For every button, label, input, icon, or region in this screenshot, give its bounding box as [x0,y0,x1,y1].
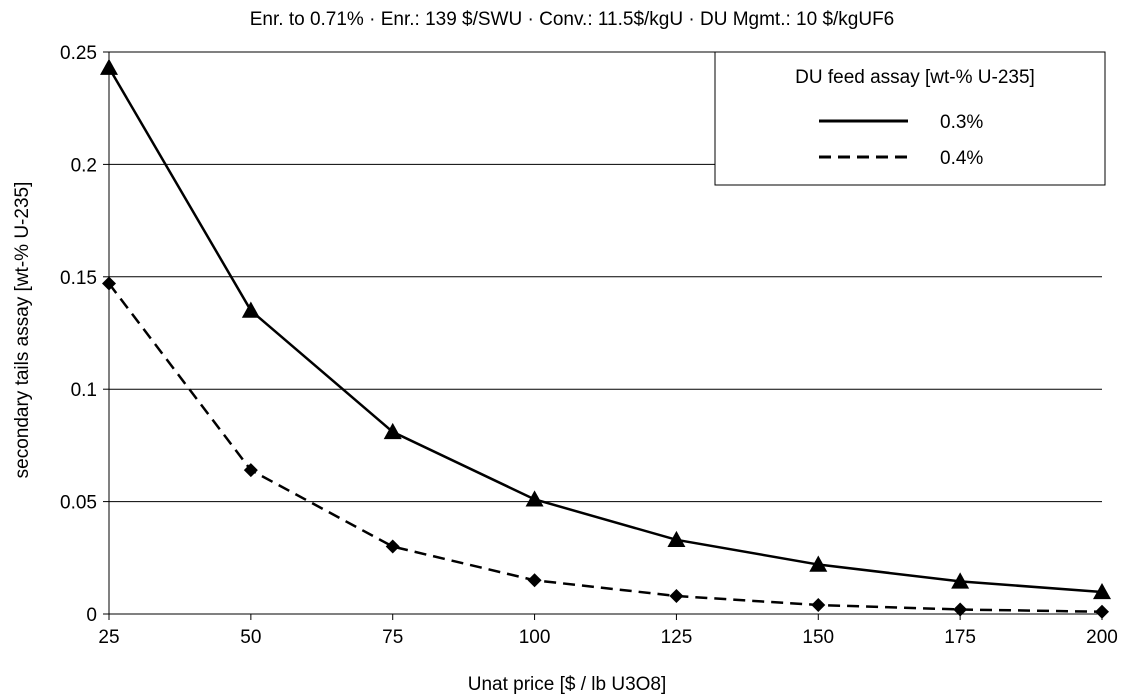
legend: DU feed assay [wt-% U-235] 0.3% 0.4% [714,51,1106,186]
series-1 [100,58,1111,600]
data-point [527,573,542,588]
x-tick-label: 200 [1086,627,1118,648]
x-tick-label: 175 [944,627,976,648]
data-point [241,301,260,318]
legend-item-1: 0.3% [819,112,983,133]
y-tick-label: 0 [86,605,97,626]
x-tick-label: 75 [382,627,403,648]
data-point [100,58,118,75]
data-point [811,598,826,613]
series-2 [102,276,1109,619]
chart-title: Enr. to 0.71% · Enr.: 139 $/SWU · Conv.:… [250,9,895,30]
y-tick-label: 0.2 [71,155,97,176]
data-point [243,463,258,478]
x-tick-label: 150 [802,627,834,648]
y-tick-label: 0.25 [60,43,97,64]
legend-label: 0.3% [940,112,983,133]
axes [103,51,1103,620]
data-point [669,589,684,604]
data-point [1093,582,1111,600]
data-point [951,572,970,589]
y-tick-label: 0.1 [71,380,97,401]
data-point [953,602,968,617]
legend-box [714,51,1106,186]
series-line [107,67,1103,594]
x-tick-label: 25 [98,627,119,648]
data-point [102,276,116,291]
y-axis-label: secondary tails assay [wt-% U-235] [12,182,33,479]
data-point [1095,604,1109,619]
series-line [108,282,1103,614]
legend-label: 0.4% [940,148,983,169]
data-point [667,530,686,548]
x-tick-label: 50 [240,627,261,648]
data-point [809,555,828,572]
legend-title: DU feed assay [wt-% U-235] [795,67,1035,88]
data-point [383,422,402,440]
legend-item-2: 0.4% [819,148,983,169]
tick-labels: 0 0.05 0.1 0.15 0.2 0.25 25 50 75 100 125 150 175 200 [60,43,1118,648]
x-tick-label: 125 [661,627,693,648]
y-tick-label: 0.15 [60,268,97,289]
data-point [525,490,544,507]
series-group [100,58,1111,619]
data-point [385,539,400,554]
x-axis-label: Unat price [$ / lb U3O8] [468,674,667,695]
y-tick-label: 0.05 [60,493,97,514]
x-tick-label: 100 [519,627,551,648]
